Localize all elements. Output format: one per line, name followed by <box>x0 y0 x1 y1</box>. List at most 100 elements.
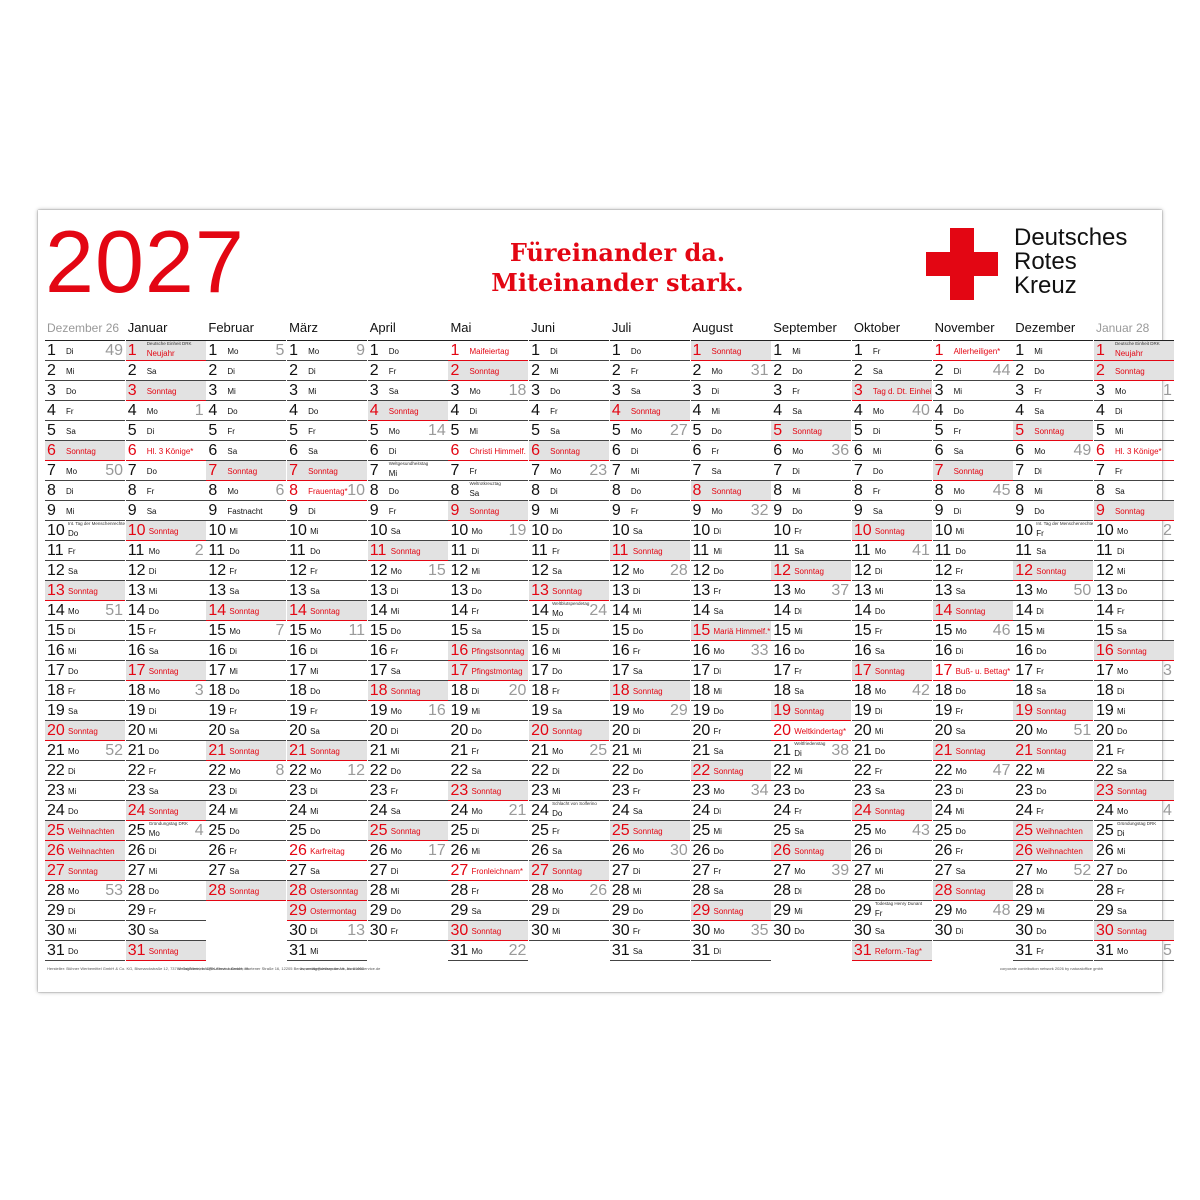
day-cell[interactable]: 27 Di <box>367 861 448 881</box>
day-cell[interactable]: 12 Di <box>125 561 206 581</box>
day-cell[interactable]: 15 Mo 46 <box>932 621 1013 641</box>
day-cell[interactable]: 3 Do <box>529 381 610 401</box>
day-cell[interactable]: 12 Mi <box>448 561 529 581</box>
day-cell[interactable]: 16 Sa <box>125 641 206 661</box>
day-cell[interactable]: 18 Mi <box>690 681 771 701</box>
day-cell[interactable]: 3 Sonntag <box>125 381 206 401</box>
day-cell[interactable]: 2 Fr <box>609 361 690 381</box>
day-cell[interactable]: 29 Mi <box>771 901 852 921</box>
day-cell[interactable]: 26 Di <box>125 841 206 861</box>
day-cell[interactable]: 9 Sa <box>125 501 206 521</box>
day-cell[interactable]: 10 Mi <box>932 521 1013 541</box>
day-cell[interactable]: 27 Mo 52 <box>1013 861 1094 881</box>
day-cell[interactable]: 15 Sa <box>1093 621 1174 641</box>
day-cell[interactable]: 17 Fr <box>1013 661 1094 681</box>
day-cell[interactable]: 9 Sonntag <box>448 501 529 521</box>
day-cell[interactable]: 11 Do <box>206 541 287 561</box>
day-cell[interactable]: 6 Sonntag <box>45 441 125 461</box>
day-cell[interactable]: 24 Do <box>45 801 125 821</box>
day-cell[interactable]: 2 Mi <box>529 361 610 381</box>
day-cell[interactable]: 9 Fastnacht <box>206 501 287 521</box>
day-cell[interactable]: 12 Mo 15 <box>367 561 448 581</box>
day-cell[interactable]: 29 Sa <box>1093 901 1174 921</box>
day-cell[interactable]: 17 Do <box>529 661 610 681</box>
day-cell[interactable]: 3 Mo 1 <box>1093 381 1174 401</box>
day-cell[interactable]: 21 Mi <box>609 741 690 761</box>
day-cell[interactable]: 25 Weihnachten <box>45 821 125 841</box>
day-cell[interactable]: 3 Sa <box>609 381 690 401</box>
day-cell[interactable]: 5 Mi <box>448 421 529 441</box>
day-cell[interactable]: 17 Sonntag <box>851 661 932 681</box>
day-cell[interactable]: 21 Sonntag <box>287 741 368 761</box>
day-cell[interactable]: 19 Sonntag <box>1013 701 1094 721</box>
day-cell[interactable]: 13 Do <box>448 581 529 601</box>
day-cell[interactable]: 14 Mo Weltblutspendetag 24 <box>529 601 610 621</box>
day-cell[interactable]: 28 Fr <box>1093 881 1174 901</box>
day-cell[interactable]: 3 Tag d. Dt. Einheit <box>851 381 932 401</box>
day-cell[interactable]: 19 Sa <box>45 701 125 721</box>
day-cell[interactable]: 23 Sonntag <box>1093 781 1174 801</box>
day-cell[interactable]: 20 Di <box>367 721 448 741</box>
day-cell[interactable]: 5 Sa <box>45 421 125 441</box>
day-cell[interactable]: 25 Fr <box>529 821 610 841</box>
day-cell[interactable]: 20 Mo 51 <box>1013 721 1094 741</box>
day-cell[interactable]: 10 Sonntag <box>125 521 206 541</box>
day-cell[interactable]: 22 Do <box>367 761 448 781</box>
day-cell[interactable]: 5 Do <box>690 421 771 441</box>
day-cell[interactable]: 29 Di <box>529 901 610 921</box>
day-cell[interactable]: 6 Mo 36 <box>771 441 852 461</box>
day-cell[interactable]: 29 Di <box>45 901 125 921</box>
day-cell[interactable]: 21 Mi <box>367 741 448 761</box>
day-cell[interactable]: 19 Mo 29 <box>609 701 690 721</box>
day-cell[interactable]: 14 Sonntag <box>206 601 287 621</box>
day-cell[interactable]: 8 Sa Weltrotkreuztag <box>448 481 529 501</box>
day-cell[interactable]: 31 Reform.-Tag* <box>851 941 932 961</box>
day-cell[interactable]: 7 Mo 50 <box>45 461 125 481</box>
day-cell[interactable]: 6 Fr <box>690 441 771 461</box>
day-cell[interactable]: 5 Sa <box>529 421 610 441</box>
day-cell[interactable]: 14 Di <box>771 601 852 621</box>
day-cell[interactable]: 26 Do <box>690 841 771 861</box>
day-cell[interactable]: 27 Sonntag <box>529 861 610 881</box>
day-cell[interactable]: 28 Di <box>771 881 852 901</box>
day-cell[interactable]: 20 Mi <box>125 721 206 741</box>
day-cell[interactable]: 27 Mi <box>851 861 932 881</box>
day-cell[interactable]: 28 Mi <box>609 881 690 901</box>
day-cell[interactable]: 5 Fr <box>206 421 287 441</box>
day-cell[interactable]: 30 Sa <box>851 921 932 941</box>
day-cell[interactable]: 29 Do <box>609 901 690 921</box>
day-cell[interactable]: 7 Sonntag <box>932 461 1013 481</box>
day-cell[interactable]: 5 Mi <box>1093 421 1174 441</box>
day-cell[interactable]: 7 Fr <box>448 461 529 481</box>
day-cell[interactable]: 20 Di <box>609 721 690 741</box>
day-cell[interactable]: 12 Fr <box>932 561 1013 581</box>
day-cell[interactable]: 10 Mi <box>287 521 368 541</box>
day-cell[interactable]: 6 Di <box>609 441 690 461</box>
day-cell[interactable]: 6 Hl. 3 Könige* <box>125 441 206 461</box>
day-cell[interactable]: 24 Mo 21 <box>448 801 529 821</box>
day-cell[interactable]: 2 Sonntag <box>448 361 529 381</box>
day-cell[interactable]: 10 Do Int. Tag der Menschenrechte <box>45 521 125 541</box>
day-cell[interactable]: 16 Fr <box>609 641 690 661</box>
day-cell[interactable]: 22 Sa <box>1093 761 1174 781</box>
day-cell[interactable]: 29 Mi <box>1013 901 1094 921</box>
day-cell[interactable]: 22 Fr <box>851 761 932 781</box>
day-cell[interactable]: 24 Sonntag <box>851 801 932 821</box>
day-cell[interactable]: 23 Mi <box>529 781 610 801</box>
day-cell[interactable]: 27 Mo 39 <box>771 861 852 881</box>
day-cell[interactable]: 31 Mi <box>287 941 368 961</box>
day-cell[interactable]: 8 Mi <box>771 481 852 501</box>
day-cell[interactable]: 11 Di <box>1093 541 1174 561</box>
day-cell[interactable]: 20 Sonntag <box>45 721 125 741</box>
day-cell[interactable]: 28 Sonntag <box>932 881 1013 901</box>
day-cell[interactable]: 20 Fr <box>690 721 771 741</box>
day-cell[interactable]: 28 Sonntag <box>206 881 287 901</box>
day-cell[interactable]: 30 Mo 35 <box>690 921 771 941</box>
day-cell[interactable]: 25 Sonntag <box>367 821 448 841</box>
day-cell[interactable]: 6 Hl. 3 Könige* <box>1093 441 1174 461</box>
day-cell[interactable]: 17 Sonntag <box>125 661 206 681</box>
day-cell[interactable]: 18 Fr <box>529 681 610 701</box>
day-cell[interactable]: 16 Mo 33 <box>690 641 771 661</box>
day-cell[interactable]: 4 Sa <box>771 401 852 421</box>
day-cell[interactable]: 15 Mi <box>771 621 852 641</box>
